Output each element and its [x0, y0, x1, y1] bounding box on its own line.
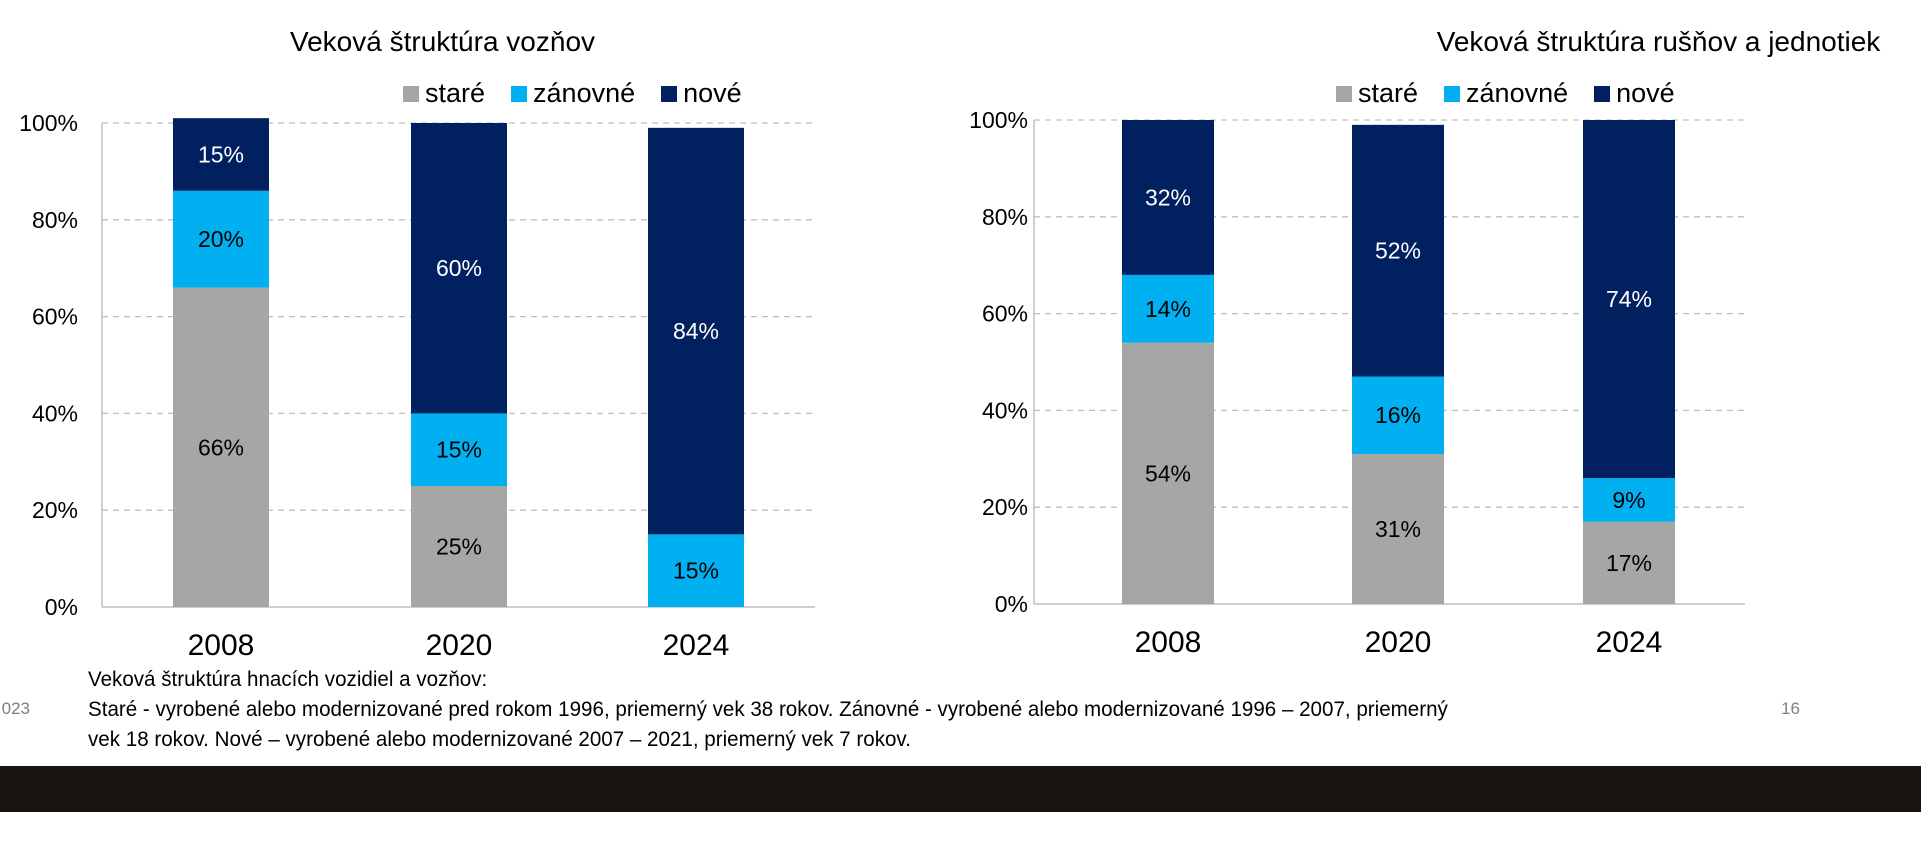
y-tick-label: 60% — [32, 304, 78, 330]
y-tick-label: 40% — [32, 400, 78, 426]
data-label: 17% — [1606, 550, 1652, 576]
data-label: 66% — [198, 434, 244, 460]
bar-segment — [648, 127, 744, 535]
data-label: 16% — [1375, 402, 1421, 428]
legend-item-renovated: zánovné — [1444, 78, 1568, 109]
bar-segment — [1122, 342, 1214, 604]
x-tick-label: 2008 — [188, 629, 255, 662]
x-tick-label: 2024 — [663, 629, 730, 662]
legend-swatch-renovated — [511, 85, 528, 102]
x-tick-label: 2008 — [1135, 626, 1202, 659]
bar-segment — [1122, 120, 1214, 275]
data-label: 20% — [198, 226, 244, 252]
bar-segment — [648, 534, 744, 607]
legend-item-new: nové — [661, 78, 742, 109]
legend-item-old: staré — [1336, 78, 1418, 109]
data-label: 15% — [673, 558, 719, 584]
bar-segment — [411, 123, 507, 414]
bar-segment — [173, 287, 269, 607]
bar-segment — [1122, 274, 1214, 343]
data-label: 54% — [1145, 460, 1191, 486]
y-tick-label: 100% — [969, 107, 1028, 133]
chart-title: Veková štruktúra vozňov — [289, 26, 596, 57]
page-number: 16 — [1781, 699, 1800, 718]
legend-label-old: staré — [1358, 78, 1419, 108]
chart-title: Veková štruktúra rušňov a jednotiek — [1436, 26, 1881, 57]
legend-label-new: nové — [1616, 78, 1675, 108]
bar-segment — [1583, 478, 1675, 522]
legend-swatch-old — [1336, 85, 1352, 102]
legend-item-old: staré — [403, 78, 485, 109]
bar-segment — [173, 118, 269, 191]
legend-label-old: staré — [425, 78, 486, 108]
footer-bar — [0, 766, 1921, 812]
chart-locomotives: Veková štruktúra rušňov a jednotiek star… — [950, 0, 1921, 680]
data-label: 31% — [1375, 516, 1421, 542]
x-tick-label: 2020 — [1365, 626, 1432, 659]
y-tick-label: 20% — [32, 497, 78, 523]
y-tick-label: 0% — [995, 591, 1028, 617]
y-tick-label: 20% — [982, 494, 1028, 520]
bar-segment — [1583, 521, 1675, 604]
x-tick-label: 2024 — [1596, 626, 1663, 659]
legend-label-renovated: zánovné — [533, 78, 636, 108]
bar-segment — [1583, 120, 1675, 479]
legend-label-new: nové — [683, 78, 742, 108]
data-label: 60% — [436, 255, 482, 281]
legend-item-renovated: zánovné — [511, 78, 635, 109]
data-label: 9% — [1612, 487, 1645, 513]
bar-segment — [1352, 453, 1444, 604]
footnote: Veková štruktúra hnacích vozidiel a vozň… — [88, 665, 1578, 755]
chart-plot: 0% 20% 40% 60% 80% 100% 66% 20% 15% 2008 25% 15% 60%… — [19, 110, 815, 662]
legend-swatch-new — [1594, 85, 1611, 102]
chart-wagons: Veková štruktúra vozňov staré zánovné no… — [0, 0, 900, 680]
footnote-heading: Veková štruktúra hnacích vozidiel a vozň… — [88, 668, 488, 691]
data-label: 25% — [436, 534, 482, 560]
bar-segment — [173, 190, 269, 288]
data-label: 84% — [673, 318, 719, 344]
y-tick-label: 0% — [45, 594, 78, 620]
data-label: 15% — [436, 437, 482, 463]
data-label: 74% — [1606, 286, 1652, 312]
legend-item-new: nové — [1594, 78, 1675, 109]
legend-swatch-new — [661, 85, 678, 102]
chart-legend: staré zánovné nové — [1336, 78, 1701, 109]
legend-swatch-old — [403, 85, 419, 102]
y-tick-label: 80% — [32, 207, 78, 233]
bar-segment — [411, 413, 507, 486]
bar-segment — [411, 486, 507, 607]
bar-segment — [1352, 376, 1444, 454]
footnote-line-2: vek 18 rokov. Nové – vyrobené alebo mode… — [88, 728, 911, 751]
chart-plot: 0% 20% 40% 60% 80% 100% 54% 14% 32% 2008 31% 16% 52%… — [969, 107, 1745, 659]
y-tick-label: 100% — [19, 110, 78, 136]
y-tick-label: 80% — [982, 204, 1028, 230]
footnote-line-1: Staré - vyrobené alebo modernizované pre… — [88, 698, 1448, 721]
chart-legend: staré zánovné nové — [403, 78, 768, 109]
left-edge-text: 023 — [1, 699, 30, 718]
x-tick-label: 2020 — [426, 629, 493, 662]
legend-swatch-renovated — [1444, 85, 1461, 102]
legend-label-renovated: zánovné — [1466, 78, 1569, 108]
data-label: 15% — [198, 141, 244, 167]
y-tick-label: 60% — [982, 301, 1028, 327]
data-label: 52% — [1375, 238, 1421, 264]
data-label: 14% — [1145, 296, 1191, 322]
data-label: 32% — [1145, 184, 1191, 210]
bar-segment — [1352, 124, 1444, 377]
y-tick-label: 40% — [982, 397, 1028, 423]
